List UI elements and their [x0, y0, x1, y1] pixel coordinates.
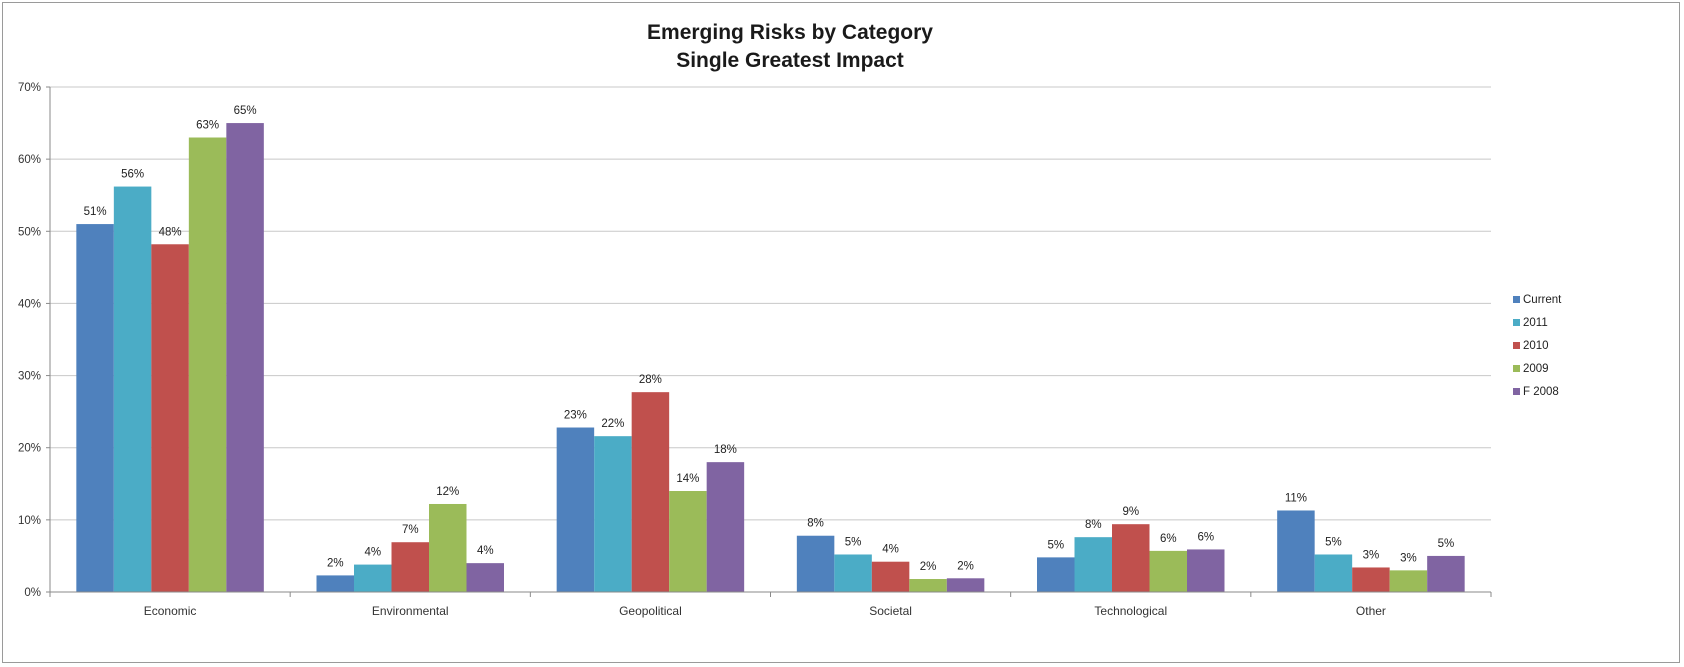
- category-label: Technological: [1094, 604, 1167, 618]
- legend-swatch: [1513, 342, 1520, 349]
- bar: [1074, 537, 1112, 592]
- data-label: 4%: [364, 547, 381, 559]
- bars: [76, 123, 1465, 593]
- legend-swatch: [1513, 319, 1520, 326]
- data-label: 5%: [1325, 536, 1342, 548]
- data-label: 7%: [402, 524, 419, 536]
- legend-label: Current: [1523, 294, 1562, 306]
- data-label: 65%: [234, 105, 257, 117]
- x-axis: [49, 87, 1492, 597]
- bar: [188, 137, 227, 592]
- bar: [1314, 554, 1353, 592]
- legend-label: 2010: [1523, 340, 1549, 352]
- legend-swatch: [1513, 296, 1520, 303]
- data-label: 51%: [84, 206, 107, 218]
- legend-swatch: [1513, 365, 1520, 372]
- bar: [796, 535, 835, 592]
- bar: [1277, 510, 1315, 592]
- bar: [151, 244, 189, 592]
- bar: [226, 123, 264, 593]
- data-label: 11%: [1285, 492, 1307, 504]
- y-tick-label: 0%: [24, 587, 41, 599]
- category-label: Economic: [144, 604, 197, 618]
- data-label: 2%: [957, 560, 974, 572]
- bar: [354, 564, 392, 592]
- data-labels: 51% 56% 48% 63% 65% 2% 4% 7% 12% 4% 23% 22% 28% 14% 18…: [84, 105, 1455, 573]
- legend-label: F 2008: [1523, 386, 1559, 398]
- data-label: 22%: [601, 418, 624, 430]
- bar: [556, 427, 595, 592]
- legend-label: 2011: [1523, 317, 1548, 329]
- chart: Emerging Risks by Category Single Greate…: [18, 21, 1562, 618]
- y-tick-label: 70%: [18, 82, 41, 94]
- y-tick-label: 40%: [18, 298, 41, 310]
- data-label: 23%: [564, 410, 587, 422]
- data-label: 2%: [327, 557, 344, 569]
- data-label: 2%: [920, 561, 937, 573]
- category-label: Societal: [869, 604, 912, 618]
- bar: [1037, 557, 1075, 592]
- data-label: 12%: [436, 486, 459, 498]
- bar: [466, 563, 504, 592]
- y-axis-ticks: 0% 10% 20% 30% 40% 50% 60% 70%: [18, 82, 50, 599]
- gridlines: [50, 86, 1491, 521]
- legend-swatch: [1513, 388, 1520, 395]
- chart-subtitle: Single Greatest Impact: [676, 49, 904, 72]
- data-label: 5%: [1047, 539, 1064, 551]
- bar: [946, 578, 985, 592]
- y-tick-label: 60%: [18, 154, 41, 166]
- bar: [669, 491, 707, 592]
- bar: [871, 561, 910, 592]
- data-label: 63%: [196, 120, 219, 132]
- y-tick-label: 30%: [18, 371, 41, 383]
- bar: [1149, 550, 1187, 592]
- data-label: 8%: [1085, 519, 1102, 531]
- bar: [429, 503, 467, 592]
- bar: [1389, 570, 1428, 592]
- data-label: 3%: [1400, 552, 1417, 564]
- bar: [316, 575, 354, 592]
- bar: [909, 579, 947, 592]
- data-label: 6%: [1160, 533, 1177, 545]
- data-label: 28%: [639, 374, 662, 386]
- data-label: 3%: [1363, 549, 1380, 561]
- bar: [834, 554, 872, 592]
- y-tick-label: 10%: [18, 515, 41, 527]
- legend-label: 2009: [1523, 363, 1549, 375]
- bar: [631, 392, 670, 592]
- y-tick-label: 50%: [18, 226, 41, 238]
- data-label: 48%: [159, 226, 182, 238]
- y-tick-label: 20%: [18, 443, 41, 455]
- bar: [594, 436, 632, 592]
- bar: [706, 462, 745, 592]
- bar: [391, 542, 429, 592]
- data-label: 18%: [714, 444, 737, 456]
- data-label: 4%: [882, 544, 899, 556]
- chart-title: Emerging Risks by Category: [647, 21, 933, 44]
- bar: [113, 186, 152, 593]
- category-label: Environmental: [372, 604, 449, 618]
- bar: [1427, 555, 1465, 592]
- data-label: 14%: [676, 473, 699, 485]
- data-label: 9%: [1122, 506, 1139, 518]
- category-label: Geopolitical: [619, 604, 682, 618]
- data-label: 5%: [1438, 538, 1455, 550]
- data-label: 4%: [477, 545, 494, 557]
- bar: [1187, 549, 1225, 592]
- data-label: 6%: [1197, 531, 1214, 543]
- legend: Current 2011 2010 2009 F 2008: [1513, 294, 1562, 398]
- category-label: Other: [1356, 604, 1386, 618]
- category-labels: Economic Environmental Geopolitical Societa…: [144, 604, 1386, 618]
- bar: [1112, 524, 1150, 592]
- data-label: 56%: [121, 169, 144, 181]
- data-label: 8%: [807, 518, 824, 530]
- data-label: 5%: [845, 536, 862, 548]
- bar: [1352, 567, 1390, 592]
- bar: [76, 224, 114, 593]
